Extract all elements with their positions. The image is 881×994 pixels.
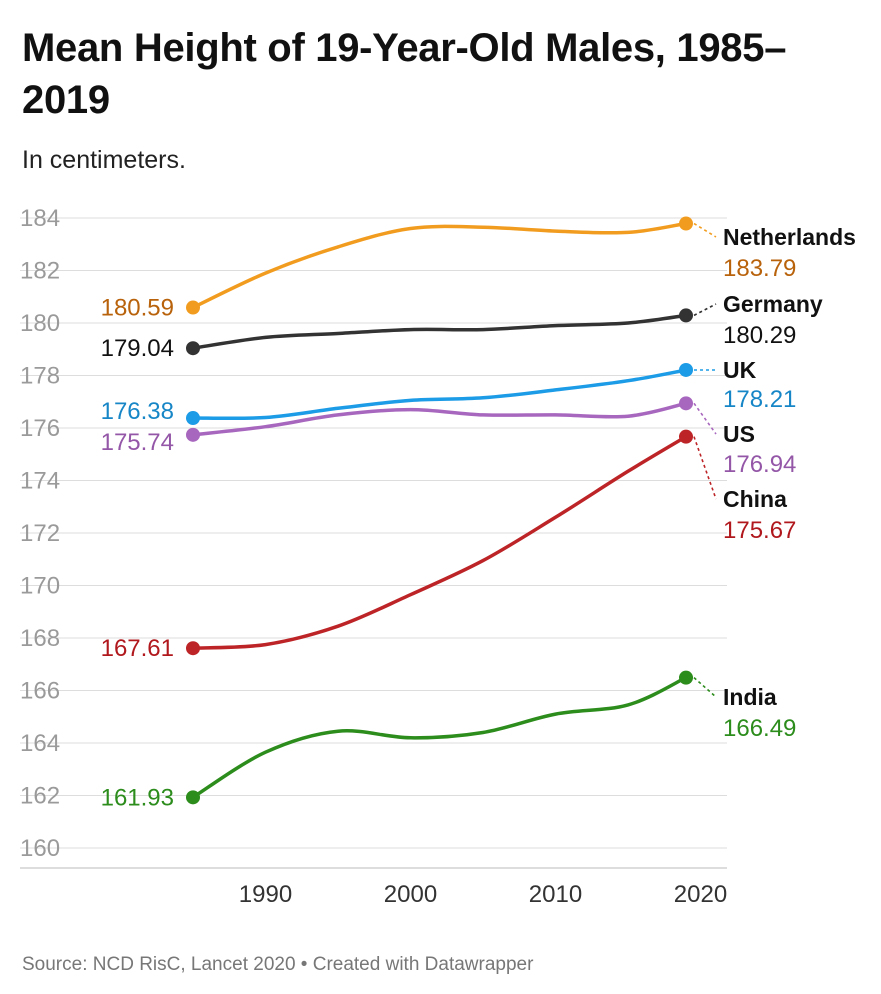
series-name-netherlands: Netherlands [723,224,856,250]
y-tick-label: 172 [20,520,60,547]
series-line-germany [191,313,688,350]
y-tick-label: 160 [20,835,60,862]
connector-germany [693,303,717,317]
series-line-china [191,434,688,650]
series-line-india [191,675,688,800]
chart-title: Mean Height of 19-Year-Old Males, 1985–2… [22,26,787,122]
series-line-uk [191,368,688,421]
y-tick-label: 184 [20,205,60,232]
y-tick-label: 174 [20,468,60,495]
y-tick-label: 166 [20,678,60,705]
x-tick-label: 2000 [384,881,437,908]
end-value-label-china: 175.67 [723,517,796,544]
series-line-us [191,401,688,437]
start-value-label-india: 161.93 [101,784,174,811]
end-point-uk [679,362,693,377]
series-name-us: US [723,421,755,447]
series-line-netherlands [191,221,688,310]
x-tick-label: 1990 [239,881,292,908]
connector-india [693,677,717,698]
y-tick-label: 168 [20,625,60,652]
y-tick-label: 180 [20,310,60,337]
series-name-germany: Germany [723,291,823,317]
end-value-label-germany: 180.29 [723,322,796,349]
start-point-uk [186,411,200,426]
start-value-label-uk: 176.38 [101,398,174,425]
series-name-china: China [723,486,787,512]
start-point-netherlands [186,300,200,315]
end-value-label-us: 176.94 [723,451,796,478]
start-value-label-netherlands: 180.59 [101,295,174,322]
y-tick-label: 164 [20,730,60,757]
source-footer: Source: NCD RisC, Lancet 2020 • Created … [22,954,534,975]
y-tick-label: 176 [20,415,60,442]
end-point-china [679,429,693,444]
end-point-netherlands [679,216,693,231]
start-value-label-china: 167.61 [101,635,174,662]
start-point-india [186,790,200,805]
end-point-us [679,396,693,411]
start-point-us [186,427,200,442]
y-tick-label: 170 [20,573,60,600]
y-tick-label: 178 [20,363,60,390]
connector-china [693,436,717,500]
connector-netherlands [693,222,717,238]
end-value-label-india: 166.49 [723,715,796,742]
start-point-china [186,641,200,656]
start-value-label-germany: 179.04 [101,335,174,362]
y-tick-label: 162 [20,783,60,810]
chart-subtitle: In centimeters. [22,146,186,174]
end-point-india [679,670,693,685]
series-name-uk: UK [723,357,757,383]
start-value-label-us: 175.74 [101,429,174,456]
x-tick-label: 2010 [529,881,582,908]
y-tick-label: 182 [20,258,60,285]
x-tick-label: 2020 [674,881,727,908]
start-point-germany [186,341,200,356]
end-value-label-netherlands: 183.79 [723,255,796,282]
connector-us [693,402,717,435]
end-value-label-uk: 178.21 [723,386,796,413]
series-name-india: India [723,684,777,710]
end-point-germany [679,308,693,323]
